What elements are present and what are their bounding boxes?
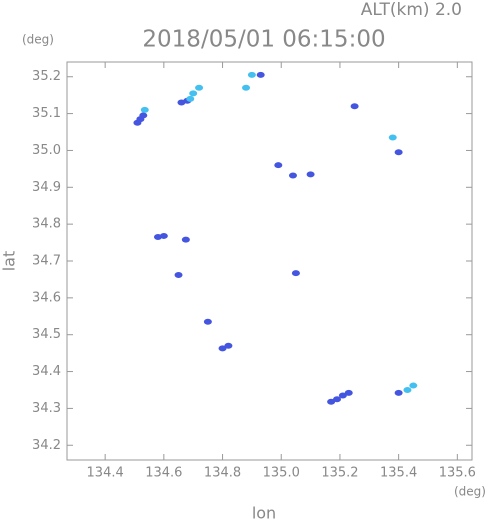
y-tick-label: 34.2: [32, 438, 61, 453]
echo-point: [247, 71, 256, 78]
echo-point: [203, 318, 212, 325]
echo-point: [394, 149, 403, 156]
y-tick-label: 34.3: [32, 401, 61, 416]
y-tick-label: 34.6: [32, 290, 61, 305]
echo-point: [327, 398, 336, 405]
echo-point: [174, 272, 183, 279]
x-tick-label: 135.2: [321, 466, 358, 481]
y-axis-label: lat: [0, 251, 19, 272]
echo-point: [139, 112, 148, 119]
echo-point: [274, 162, 283, 169]
echo-point: [409, 382, 418, 389]
x-tick-label: 135.4: [380, 466, 417, 481]
y-tick-label: 34.7: [32, 254, 61, 269]
echo-point: [195, 84, 204, 91]
x-tick-label: 134.4: [87, 466, 124, 481]
echo-point: [218, 345, 227, 352]
echo-point: [242, 84, 251, 91]
x-tick-label: 135.6: [439, 466, 476, 481]
y-tick-label: 34.8: [32, 217, 61, 232]
echo-point: [350, 103, 359, 110]
y-tick-label: 34.4: [32, 364, 61, 379]
echo-point: [344, 389, 353, 396]
echo-point: [306, 171, 315, 178]
y-unit: (deg): [22, 33, 54, 47]
y-tick-label: 35.0: [32, 143, 61, 158]
x-tick-label: 135.0: [263, 466, 300, 481]
plot-frame: [66, 61, 473, 461]
x-tick-label: 134.6: [145, 466, 182, 481]
y-tick-label: 35.2: [32, 69, 61, 84]
echo-point: [388, 134, 397, 141]
echo-point: [338, 392, 347, 399]
echo-point: [256, 71, 265, 78]
echo-point: [288, 172, 297, 179]
echo-point: [224, 342, 233, 349]
echo-point: [403, 386, 412, 393]
subtitle: ALT(km) 2.0: [361, 0, 462, 20]
x-axis-label: lon: [252, 504, 276, 521]
echo-point: [394, 389, 403, 396]
echo-point: [333, 396, 341, 403]
x-tick-label: 134.8: [204, 466, 241, 481]
chart-title: 2018/05/01 06:15:00: [142, 27, 385, 53]
echo-point: [181, 236, 190, 243]
echo-point: [291, 270, 300, 277]
echo-point: [189, 90, 198, 97]
echo-point: [159, 232, 168, 239]
y-tick-label: 34.5: [32, 327, 61, 342]
echo-point: [186, 95, 195, 102]
echo-point: [140, 106, 149, 113]
y-tick-label: 34.9: [32, 180, 61, 195]
y-tick-label: 35.1: [32, 106, 61, 121]
x-unit: (deg): [454, 485, 486, 499]
